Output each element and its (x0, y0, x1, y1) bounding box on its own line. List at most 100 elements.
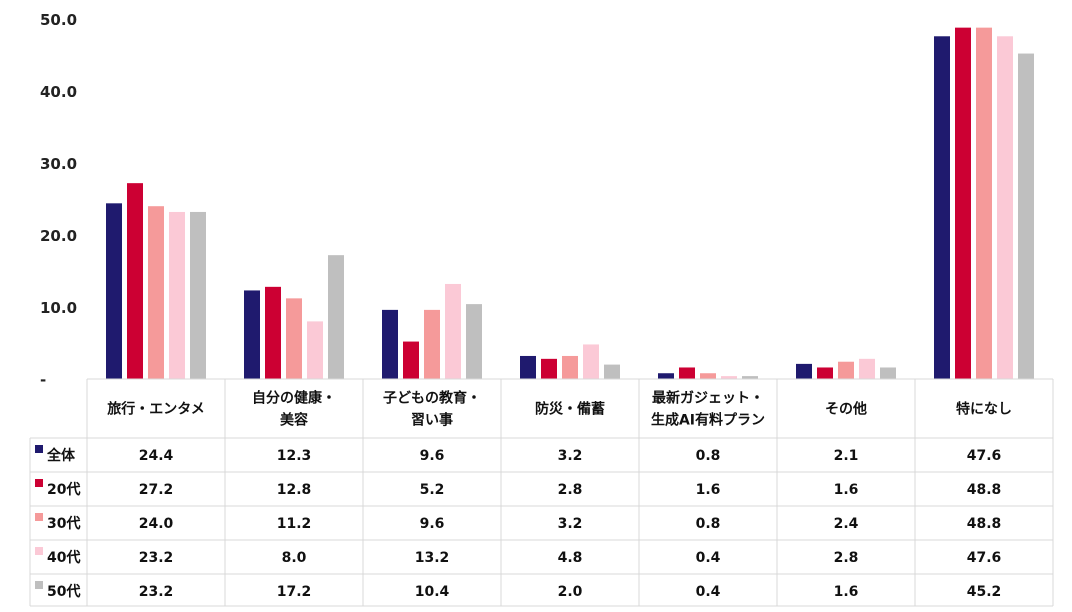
bar (106, 203, 122, 379)
category-label: 子どもの教育・ (383, 390, 481, 407)
bar (244, 290, 260, 379)
bar (817, 367, 833, 379)
category-label: 最新ガジェット・ (652, 390, 764, 407)
table-value: 0.8 (696, 448, 721, 464)
table-value: 2.8 (834, 550, 859, 566)
bar (520, 355, 536, 379)
bar (880, 367, 896, 379)
bar (976, 27, 992, 379)
bar (286, 298, 302, 379)
y-tick-label: 10.0 (40, 299, 77, 317)
bar (148, 206, 164, 379)
table-value: 3.2 (558, 516, 583, 532)
table-value: 9.6 (420, 448, 445, 464)
table-value: 12.3 (277, 448, 312, 464)
table-value: 24.4 (139, 448, 174, 464)
table-value: 48.8 (967, 516, 1002, 532)
bar (700, 373, 716, 379)
category-label: その他 (825, 401, 867, 418)
bars (106, 27, 1034, 380)
table-value: 1.6 (834, 482, 859, 498)
category-label: 生成AI有料プラン (651, 412, 765, 429)
bar (265, 286, 281, 379)
bar (796, 363, 812, 379)
bar (127, 183, 143, 379)
y-tick-label: 40.0 (40, 83, 77, 101)
table-value: 0.8 (696, 516, 721, 532)
bar (934, 36, 950, 379)
bar (403, 341, 419, 379)
table-value: 47.6 (967, 448, 1002, 464)
bar (190, 211, 206, 379)
legend-label: 50代 (47, 583, 80, 600)
table-value: 9.6 (420, 516, 445, 532)
table-value: 4.8 (558, 550, 583, 566)
category-label: 防災・備蓄 (535, 401, 605, 418)
category-label: 習い事 (411, 412, 453, 429)
bar (658, 373, 674, 379)
legend-swatch (35, 547, 43, 555)
table-value: 24.0 (139, 516, 174, 532)
category-label: 自分の健康・ (252, 390, 336, 407)
category-label: 旅行・エンタメ (107, 401, 205, 418)
legend-swatch (35, 581, 43, 589)
y-axis: 50.0 40.0 30.0 20.0 10.0 - (40, 11, 77, 389)
table-value: 27.2 (139, 482, 174, 498)
bar (307, 321, 323, 379)
table-value: 11.2 (277, 516, 312, 532)
bar (562, 355, 578, 379)
legend-swatch (35, 513, 43, 521)
legend-swatch (35, 479, 43, 487)
bar (466, 304, 482, 379)
y-tick-label: 20.0 (40, 227, 77, 245)
bar (838, 361, 854, 379)
bar (169, 211, 185, 379)
table-value: 23.2 (139, 550, 174, 566)
table-value: 17.2 (277, 584, 312, 600)
bar (1018, 53, 1034, 380)
table-value: 2.0 (558, 584, 583, 600)
bar (604, 364, 620, 379)
table-value: 5.2 (420, 482, 445, 498)
bar (583, 344, 599, 379)
legend-label: 全体 (46, 447, 76, 464)
category-label: 美容 (280, 412, 308, 429)
bar (424, 309, 440, 379)
y-tick-label: - (40, 371, 46, 389)
bar (721, 376, 737, 379)
bar (445, 283, 461, 379)
table-value: 13.2 (415, 550, 450, 566)
bar (997, 36, 1013, 379)
table-value: 45.2 (967, 584, 1002, 600)
table-value: 23.2 (139, 584, 174, 600)
legend-label: 40代 (47, 549, 80, 566)
table-value: 0.4 (696, 550, 721, 566)
table-value: 3.2 (558, 448, 583, 464)
table-value: 1.6 (834, 584, 859, 600)
table-value: 48.8 (967, 482, 1002, 498)
table-value: 2.8 (558, 482, 583, 498)
legend-label: 30代 (47, 515, 80, 532)
table-value: 12.8 (277, 482, 312, 498)
table-value: 1.6 (696, 482, 721, 498)
data-table: 旅行・エンタメ 自分の健康・美容 子どもの教育・習い事 防災・備蓄 最新ガジェット・生成… (29, 378, 1054, 607)
table-value: 8.0 (282, 550, 307, 566)
table-value: 10.4 (415, 584, 450, 600)
bar (541, 358, 557, 379)
bar (382, 309, 398, 379)
category-label: 特になし (956, 401, 1012, 418)
legend-label: 20代 (47, 481, 80, 498)
bar (955, 27, 971, 379)
table-value: 2.4 (834, 516, 859, 532)
bar (742, 376, 758, 379)
y-tick-label: 50.0 (40, 11, 77, 29)
table-value: 0.4 (696, 584, 721, 600)
bar (679, 367, 695, 379)
bar (859, 358, 875, 379)
table-value: 2.1 (834, 448, 859, 464)
bar (328, 255, 344, 379)
legend-swatch (35, 445, 43, 453)
y-tick-label: 30.0 (40, 155, 77, 173)
table-value: 47.6 (967, 550, 1002, 566)
